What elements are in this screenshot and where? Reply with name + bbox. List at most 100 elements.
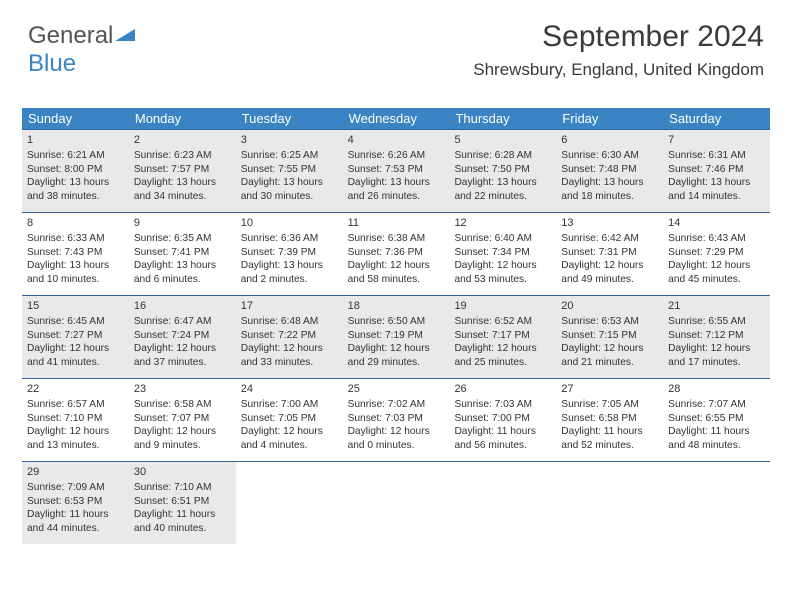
day-info: Sunrise: 6:50 AMSunset: 7:19 PMDaylight:… — [348, 315, 445, 370]
dow-cell: Saturday — [663, 108, 770, 129]
day-info: Sunrise: 6:43 AMSunset: 7:29 PMDaylight:… — [668, 232, 765, 287]
day-info: Sunrise: 7:09 AMSunset: 6:53 PMDaylight:… — [27, 481, 124, 536]
dow-cell: Friday — [556, 108, 663, 129]
day-info: Sunrise: 6:55 AMSunset: 7:12 PMDaylight:… — [668, 315, 765, 370]
dow-cell: Tuesday — [236, 108, 343, 129]
day-number: 6 — [561, 133, 658, 148]
day-info: Sunrise: 6:31 AMSunset: 7:46 PMDaylight:… — [668, 149, 765, 204]
day-number: 9 — [134, 216, 231, 231]
empty-cell — [236, 462, 343, 544]
week-row: 15Sunrise: 6:45 AMSunset: 7:27 PMDayligh… — [22, 295, 770, 378]
day-cell: 1Sunrise: 6:21 AMSunset: 8:00 PMDaylight… — [22, 130, 129, 212]
day-number: 24 — [241, 382, 338, 397]
day-number: 25 — [348, 382, 445, 397]
day-number: 1 — [27, 133, 124, 148]
day-info: Sunrise: 6:33 AMSunset: 7:43 PMDaylight:… — [27, 232, 124, 287]
day-cell: 27Sunrise: 7:05 AMSunset: 6:58 PMDayligh… — [556, 379, 663, 461]
day-cell: 9Sunrise: 6:35 AMSunset: 7:41 PMDaylight… — [129, 213, 236, 295]
day-info: Sunrise: 6:25 AMSunset: 7:55 PMDaylight:… — [241, 149, 338, 204]
day-number: 12 — [454, 216, 551, 231]
day-number: 17 — [241, 299, 338, 314]
day-info: Sunrise: 6:35 AMSunset: 7:41 PMDaylight:… — [134, 232, 231, 287]
dow-cell: Sunday — [22, 108, 129, 129]
day-number: 5 — [454, 133, 551, 148]
day-number: 30 — [134, 465, 231, 480]
day-number: 7 — [668, 133, 765, 148]
week-row: 8Sunrise: 6:33 AMSunset: 7:43 PMDaylight… — [22, 212, 770, 295]
day-cell: 18Sunrise: 6:50 AMSunset: 7:19 PMDayligh… — [343, 296, 450, 378]
empty-cell — [449, 462, 556, 544]
dow-cell: Wednesday — [343, 108, 450, 129]
calendar-grid: SundayMondayTuesdayWednesdayThursdayFrid… — [22, 108, 770, 544]
day-cell: 4Sunrise: 6:26 AMSunset: 7:53 PMDaylight… — [343, 130, 450, 212]
day-cell: 24Sunrise: 7:00 AMSunset: 7:05 PMDayligh… — [236, 379, 343, 461]
day-info: Sunrise: 6:23 AMSunset: 7:57 PMDaylight:… — [134, 149, 231, 204]
dow-cell: Monday — [129, 108, 236, 129]
day-cell: 30Sunrise: 7:10 AMSunset: 6:51 PMDayligh… — [129, 462, 236, 544]
day-cell: 7Sunrise: 6:31 AMSunset: 7:46 PMDaylight… — [663, 130, 770, 212]
day-number: 28 — [668, 382, 765, 397]
day-number: 18 — [348, 299, 445, 314]
day-number: 27 — [561, 382, 658, 397]
day-cell: 22Sunrise: 6:57 AMSunset: 7:10 PMDayligh… — [22, 379, 129, 461]
week-row: 1Sunrise: 6:21 AMSunset: 8:00 PMDaylight… — [22, 129, 770, 212]
day-info: Sunrise: 7:07 AMSunset: 6:55 PMDaylight:… — [668, 398, 765, 453]
day-cell: 15Sunrise: 6:45 AMSunset: 7:27 PMDayligh… — [22, 296, 129, 378]
day-cell: 12Sunrise: 6:40 AMSunset: 7:34 PMDayligh… — [449, 213, 556, 295]
day-number: 3 — [241, 133, 338, 148]
day-cell: 17Sunrise: 6:48 AMSunset: 7:22 PMDayligh… — [236, 296, 343, 378]
location-subtitle: Shrewsbury, England, United Kingdom — [473, 60, 764, 80]
day-info: Sunrise: 7:10 AMSunset: 6:51 PMDaylight:… — [134, 481, 231, 536]
empty-cell — [663, 462, 770, 544]
logo-text-1: General — [28, 22, 113, 49]
day-cell: 21Sunrise: 6:55 AMSunset: 7:12 PMDayligh… — [663, 296, 770, 378]
day-cell: 5Sunrise: 6:28 AMSunset: 7:50 PMDaylight… — [449, 130, 556, 212]
day-number: 16 — [134, 299, 231, 314]
day-info: Sunrise: 6:38 AMSunset: 7:36 PMDaylight:… — [348, 232, 445, 287]
day-number: 11 — [348, 216, 445, 231]
day-cell: 28Sunrise: 7:07 AMSunset: 6:55 PMDayligh… — [663, 379, 770, 461]
day-info: Sunrise: 6:53 AMSunset: 7:15 PMDaylight:… — [561, 315, 658, 370]
day-info: Sunrise: 6:30 AMSunset: 7:48 PMDaylight:… — [561, 149, 658, 204]
day-number: 20 — [561, 299, 658, 314]
day-info: Sunrise: 6:48 AMSunset: 7:22 PMDaylight:… — [241, 315, 338, 370]
day-info: Sunrise: 6:26 AMSunset: 7:53 PMDaylight:… — [348, 149, 445, 204]
day-cell: 6Sunrise: 6:30 AMSunset: 7:48 PMDaylight… — [556, 130, 663, 212]
day-cell: 8Sunrise: 6:33 AMSunset: 7:43 PMDaylight… — [22, 213, 129, 295]
day-number: 2 — [134, 133, 231, 148]
day-info: Sunrise: 6:42 AMSunset: 7:31 PMDaylight:… — [561, 232, 658, 287]
day-info: Sunrise: 6:58 AMSunset: 7:07 PMDaylight:… — [134, 398, 231, 453]
day-info: Sunrise: 7:00 AMSunset: 7:05 PMDaylight:… — [241, 398, 338, 453]
day-number: 29 — [27, 465, 124, 480]
dow-cell: Thursday — [449, 108, 556, 129]
day-cell: 16Sunrise: 6:47 AMSunset: 7:24 PMDayligh… — [129, 296, 236, 378]
day-cell: 2Sunrise: 6:23 AMSunset: 7:57 PMDaylight… — [129, 130, 236, 212]
weeks-container: 1Sunrise: 6:21 AMSunset: 8:00 PMDaylight… — [22, 129, 770, 544]
logo-triangle-icon — [115, 20, 135, 48]
day-info: Sunrise: 6:36 AMSunset: 7:39 PMDaylight:… — [241, 232, 338, 287]
week-row: 29Sunrise: 7:09 AMSunset: 6:53 PMDayligh… — [22, 461, 770, 544]
day-number: 23 — [134, 382, 231, 397]
day-number: 13 — [561, 216, 658, 231]
day-info: Sunrise: 7:05 AMSunset: 6:58 PMDaylight:… — [561, 398, 658, 453]
day-number: 10 — [241, 216, 338, 231]
day-info: Sunrise: 6:45 AMSunset: 7:27 PMDaylight:… — [27, 315, 124, 370]
day-info: Sunrise: 6:52 AMSunset: 7:17 PMDaylight:… — [454, 315, 551, 370]
day-cell: 20Sunrise: 6:53 AMSunset: 7:15 PMDayligh… — [556, 296, 663, 378]
day-cell: 14Sunrise: 6:43 AMSunset: 7:29 PMDayligh… — [663, 213, 770, 295]
day-info: Sunrise: 6:47 AMSunset: 7:24 PMDaylight:… — [134, 315, 231, 370]
day-cell: 10Sunrise: 6:36 AMSunset: 7:39 PMDayligh… — [236, 213, 343, 295]
empty-cell — [556, 462, 663, 544]
month-title: September 2024 — [473, 20, 764, 54]
empty-cell — [343, 462, 450, 544]
day-info: Sunrise: 6:57 AMSunset: 7:10 PMDaylight:… — [27, 398, 124, 453]
day-info: Sunrise: 6:40 AMSunset: 7:34 PMDaylight:… — [454, 232, 551, 287]
day-cell: 3Sunrise: 6:25 AMSunset: 7:55 PMDaylight… — [236, 130, 343, 212]
day-cell: 19Sunrise: 6:52 AMSunset: 7:17 PMDayligh… — [449, 296, 556, 378]
logo-text-2: Blue — [28, 50, 76, 77]
day-cell: 11Sunrise: 6:38 AMSunset: 7:36 PMDayligh… — [343, 213, 450, 295]
page-header: September 2024 Shrewsbury, England, Unit… — [473, 20, 764, 80]
day-number: 22 — [27, 382, 124, 397]
day-number: 19 — [454, 299, 551, 314]
day-cell: 26Sunrise: 7:03 AMSunset: 7:00 PMDayligh… — [449, 379, 556, 461]
